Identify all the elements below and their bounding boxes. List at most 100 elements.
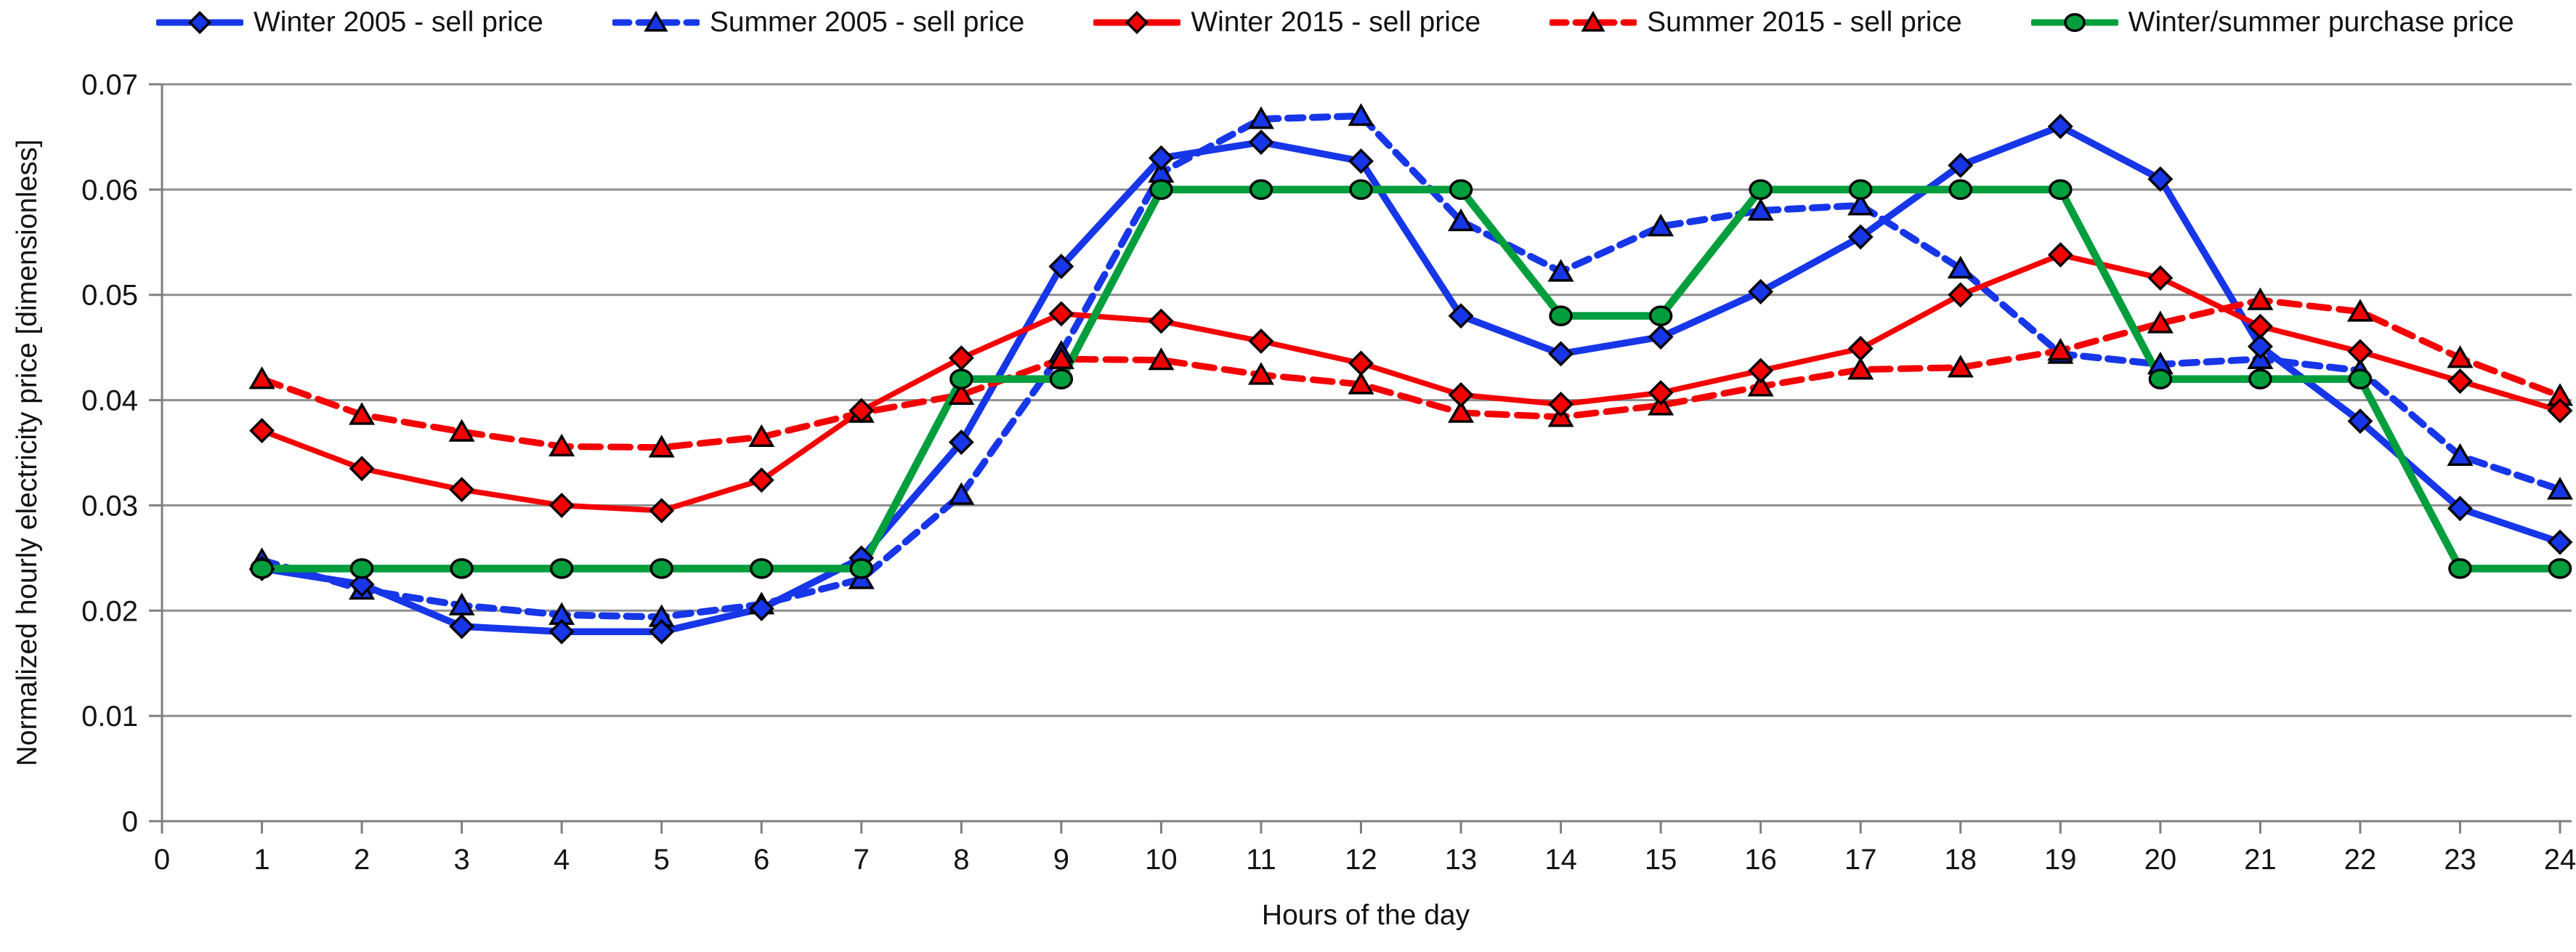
y-tick-label: 0.05 (81, 280, 138, 312)
marker-winter-summer-purchase-price (1549, 305, 1573, 326)
series-line-summer-2005-sell-price (258, 112, 2564, 621)
marker-winter-2015-sell-price (1548, 391, 1574, 417)
x-tick-label: 6 (753, 844, 769, 876)
y-tick-label: 0 (122, 806, 138, 838)
legend-item-winter-2015-sell-price: Winter 2015 - sell price (1093, 7, 1481, 39)
y-tick-label: 0.04 (81, 385, 138, 417)
marker-summer-2005-sell-price (1348, 102, 1374, 126)
marker-summer-2015-sell-price (648, 435, 675, 458)
marker-winter-2015-sell-price (349, 456, 375, 482)
marker-winter-2005-sell-price (748, 595, 774, 621)
legend-label: Winter 2015 - sell price (1191, 7, 1481, 38)
marker-winter-summer-purchase-price (549, 558, 574, 579)
marker-winter-summer-purchase-price (2049, 179, 2073, 201)
marker-winter-summer-purchase-price (1349, 179, 1373, 201)
marker-summer-2015-sell-price (1448, 400, 1475, 423)
x-tick-label: 0 (154, 844, 170, 876)
x-tick-label: 7 (854, 844, 870, 876)
x-tick-label: 23 (2444, 844, 2476, 876)
x-tick-label: 21 (2244, 844, 2277, 876)
marker-winter-2005-sell-price (349, 571, 375, 597)
x-tick-label: 15 (1645, 844, 1677, 876)
marker-summer-2015-sell-price (1348, 371, 1374, 395)
marker-summer-2015-sell-price (1947, 355, 1974, 378)
marker-summer-2005-sell-price (1847, 193, 1874, 216)
y-tick-label: 0.01 (81, 701, 138, 733)
marker-winter-2005-sell-price (2347, 408, 2373, 435)
marker-winter-2015-sell-price (1148, 308, 1174, 334)
marker-winter-2015-sell-price (748, 467, 774, 493)
legend: Winter 2005 - sell price Summer 2005 - se… (156, 1, 2514, 44)
marker-winter-summer-purchase-price (1749, 179, 1773, 201)
marker-winter-2005-sell-price (1248, 129, 1274, 156)
legend-item-winter-summer-purchase-price: Winter/summer purchase price (2030, 7, 2514, 39)
marker-winter-2005-sell-price (1847, 224, 1874, 250)
marker-summer-2005-sell-price (1547, 259, 1574, 282)
marker-winter-2015-sell-price (2047, 242, 2073, 268)
series-line-winter-summer-purchase-price (258, 185, 2564, 573)
marker-winter-2015-sell-price (249, 418, 275, 444)
legend-item-summer-2005-sell-price: Summer 2005 - sell price (612, 7, 1025, 39)
x-tick-label: 14 (1544, 844, 1577, 876)
x-axis-title: Hours of the day (1261, 900, 1470, 931)
y-tick-label: 0.06 (81, 174, 138, 206)
marker-summer-2015-sell-price (2447, 345, 2474, 368)
x-tick-label: 20 (2144, 844, 2177, 876)
marker-summer-2015-sell-price (948, 382, 975, 406)
marker-winter-2005-sell-price (1348, 148, 1374, 174)
y-tick-label: 0.07 (81, 69, 138, 101)
legend-marker-glyph (188, 11, 211, 34)
marker-winter-2015-sell-price (1847, 336, 1874, 362)
marker-summer-2015-sell-price (2346, 299, 2373, 322)
x-tick-label: 4 (554, 844, 570, 876)
marker-winter-2005-sell-price (1148, 145, 1174, 171)
marker-summer-2005-sell-price (2447, 443, 2474, 467)
marker-winter-2015-sell-price (1248, 328, 1274, 354)
legend-label: Summer 2015 - sell price (1647, 7, 1962, 38)
marker-summer-2015-sell-price (1048, 346, 1074, 369)
marker-winter-2015-sell-price (649, 498, 675, 524)
marker-winter-2005-sell-price (2547, 529, 2573, 555)
marker-winter-summer-purchase-price (349, 558, 374, 579)
legend-marker-circle-icon (2030, 13, 2118, 32)
marker-winter-summer-purchase-price (450, 558, 474, 579)
marker-summer-2015-sell-price (1247, 362, 1274, 385)
marker-summer-2015-sell-price (448, 419, 475, 442)
marker-summer-2015-sell-price (2247, 287, 2274, 310)
marker-winter-summer-purchase-price (849, 558, 874, 579)
marker-summer-2015-sell-price (349, 402, 376, 425)
legend-marker-glyph (644, 10, 668, 32)
x-tick-label: 18 (1945, 844, 1977, 876)
marker-winter-2005-sell-price (1948, 153, 1974, 179)
marker-summer-2015-sell-price (548, 433, 575, 457)
x-tick-label: 2 (354, 844, 370, 876)
x-tick-label: 16 (1744, 844, 1777, 876)
marker-winter-2005-sell-price (948, 429, 974, 455)
marker-winter-summer-purchase-price (2248, 368, 2272, 390)
x-tick-label: 1 (254, 844, 270, 876)
marker-winter-2005-sell-price (1748, 278, 1774, 304)
marker-winter-summer-purchase-price (649, 558, 673, 579)
x-tick-label: 19 (2044, 844, 2077, 876)
marker-winter-2005-sell-price (649, 618, 675, 645)
x-tick-label: 11 (1246, 844, 1276, 876)
marker-winter-2015-sell-price (2547, 398, 2573, 424)
marker-winter-2015-sell-price (2347, 339, 2373, 365)
marker-winter-2005-sell-price (449, 613, 475, 640)
marker-summer-2005-sell-price (1648, 214, 1674, 237)
x-tick-label: 8 (953, 844, 969, 876)
marker-winter-2005-sell-price (2047, 113, 2073, 140)
marker-winter-summer-purchase-price (750, 558, 774, 579)
x-tick-label: 22 (2344, 844, 2377, 876)
legend-label: Summer 2005 - sell price (709, 7, 1025, 38)
legend-marker-triangle-icon (1550, 10, 1637, 32)
marker-winter-2015-sell-price (1648, 379, 1674, 406)
marker-winter-summer-purchase-price (1249, 179, 1273, 201)
marker-summer-2015-sell-price (2147, 310, 2174, 334)
marker-winter-summer-purchase-price (1848, 179, 1873, 201)
marker-winter-2015-sell-price (848, 398, 875, 424)
marker-summer-2015-sell-price (1847, 357, 1874, 380)
marker-winter-2015-sell-price (1948, 282, 1974, 308)
marker-winter-2015-sell-price (948, 345, 974, 371)
